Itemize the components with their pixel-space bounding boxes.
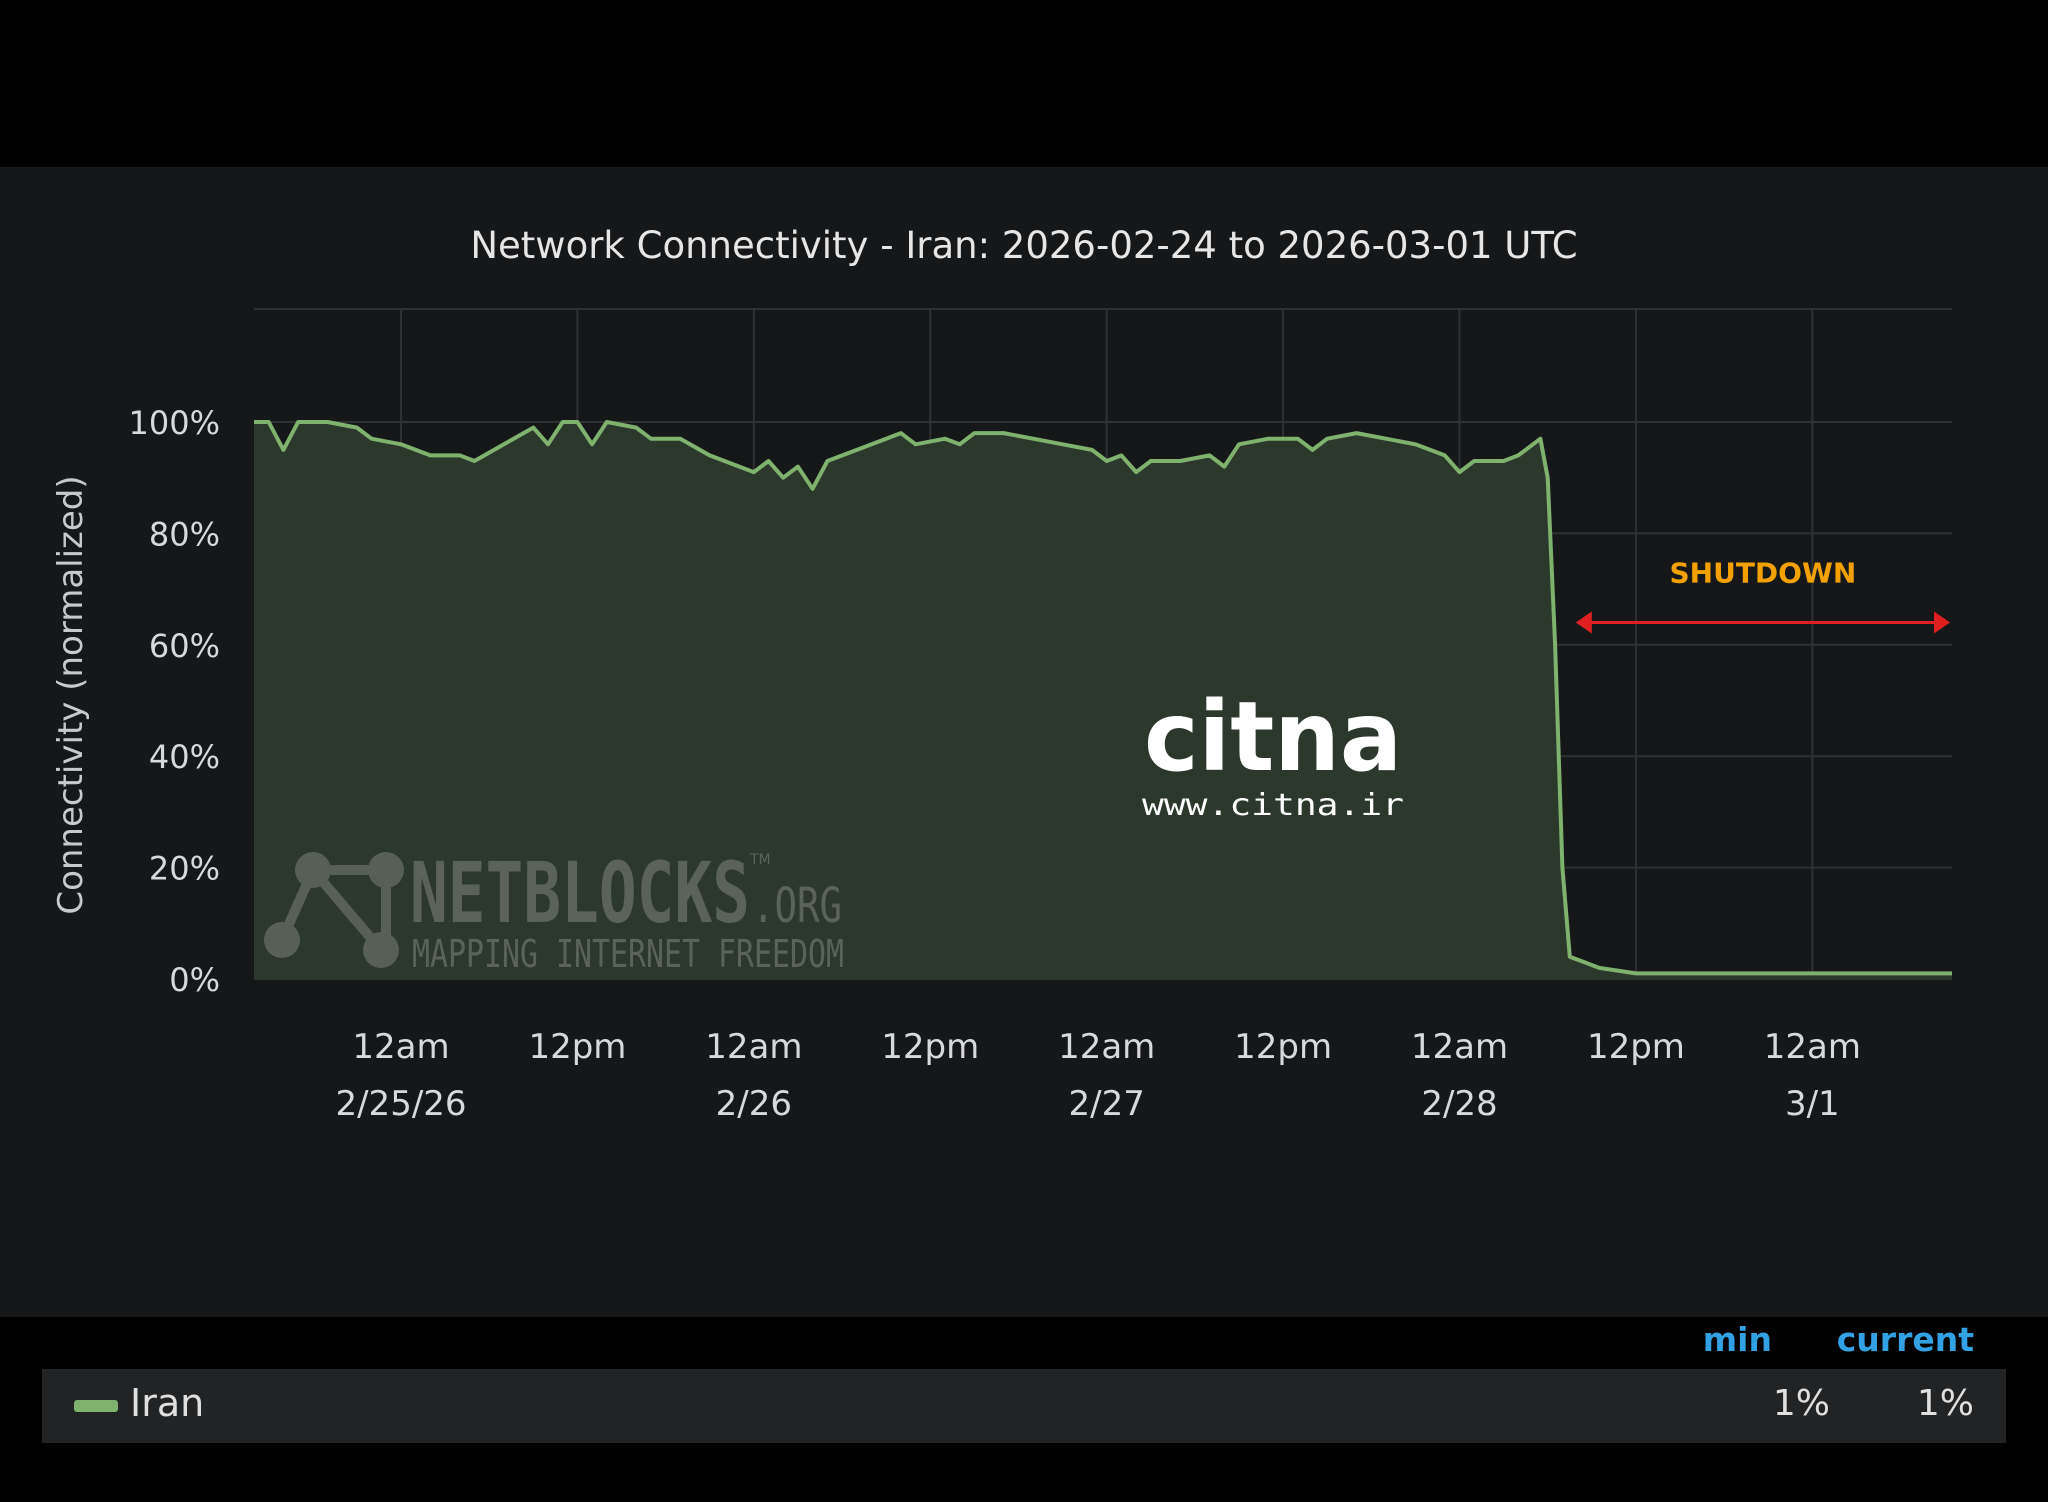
citna-logo: citna <box>1144 681 1402 793</box>
connectivity-chart: Network Connectivity - Iran: 2026-02-24 … <box>51 224 1952 1124</box>
x-tick-label: 12pm <box>528 1027 626 1067</box>
chart-panel: Network Connectivity - Iran: 2026-02-24 … <box>0 167 2048 1443</box>
series-area-iran <box>254 422 1952 979</box>
netblocks-network-icon <box>264 852 404 968</box>
chart-title: Network Connectivity - Iran: 2026-02-24 … <box>470 224 1577 267</box>
legend-row-iran[interactable]: Iran 1% 1% <box>42 1369 2006 1443</box>
y-axis-ticks: 0% 20% 40% 60% 80% 100% <box>129 404 220 999</box>
series-line <box>254 420 1952 976</box>
y-tick-label: 100% <box>129 404 220 442</box>
legend-header-min[interactable]: min <box>1702 1320 1772 1359</box>
y-tick-label: 20% <box>149 850 220 888</box>
shutdown-annotation: SHUTDOWN <box>1575 557 1950 634</box>
shutdown-label: SHUTDOWN <box>1669 557 1856 590</box>
legend-current-value: 1% <box>1916 1383 1974 1424</box>
series-area <box>254 422 1952 979</box>
y-tick-label: 40% <box>149 738 220 776</box>
netblocks-watermark: NETBLOCKS TM .ORG MAPPING INTERNET FREED… <box>264 844 844 976</box>
x-tick-label: 12am <box>1058 1027 1155 1067</box>
netblocks-tm: TM <box>749 852 771 868</box>
legend-min-value: 1% <box>1772 1383 1830 1424</box>
x-tick-label: 12am <box>1411 1027 1508 1067</box>
x-tick-date-label: 2/25/26 <box>335 1084 466 1124</box>
netblocks-name: NETBLOCKS <box>410 844 750 942</box>
watermarks: NETBLOCKS TM .ORG MAPPING INTERNET FREED… <box>264 681 1404 976</box>
y-axis-label: Connectivity (normalized) <box>51 475 91 914</box>
y-tick-label: 0% <box>169 961 220 999</box>
y-tick-label: 60% <box>149 627 220 665</box>
x-axis-ticks: 12am 2/25/26 12pm 12am 2/26 12pm 12am 2/27 12pm 1… <box>335 1027 1860 1124</box>
x-tick-label: 12am <box>705 1027 802 1067</box>
shutdown-arrow-right-head <box>1934 611 1950 634</box>
x-tick-label: 12am <box>1764 1027 1861 1067</box>
x-tick-date-label: 3/1 <box>1785 1084 1840 1124</box>
x-tick-date-label: 2/27 <box>1068 1084 1144 1124</box>
netblocks-tagline: MAPPING INTERNET FREEDOM <box>412 932 844 976</box>
legend-series-name[interactable]: Iran <box>130 1381 205 1425</box>
x-tick-label: 12pm <box>881 1027 979 1067</box>
x-tick-label: 12pm <box>1234 1027 1332 1067</box>
citna-url: www.citna.ir <box>1142 788 1404 823</box>
series-line-iran <box>254 420 1952 976</box>
x-tick-label: 12am <box>352 1027 449 1067</box>
x-tick-date-label: 2/26 <box>716 1084 792 1124</box>
x-tick-date-label: 2/28 <box>1421 1084 1497 1124</box>
y-tick-label: 80% <box>149 515 220 553</box>
x-tick-label: 12pm <box>1587 1027 1685 1067</box>
shutdown-arrow-left-head <box>1575 611 1592 634</box>
legend-header-current[interactable]: current <box>1836 1320 1974 1359</box>
citna-watermark: citna www.citna.ir <box>1142 681 1404 823</box>
netblocks-suffix: .ORG <box>752 878 842 934</box>
legend-swatch <box>74 1400 118 1412</box>
